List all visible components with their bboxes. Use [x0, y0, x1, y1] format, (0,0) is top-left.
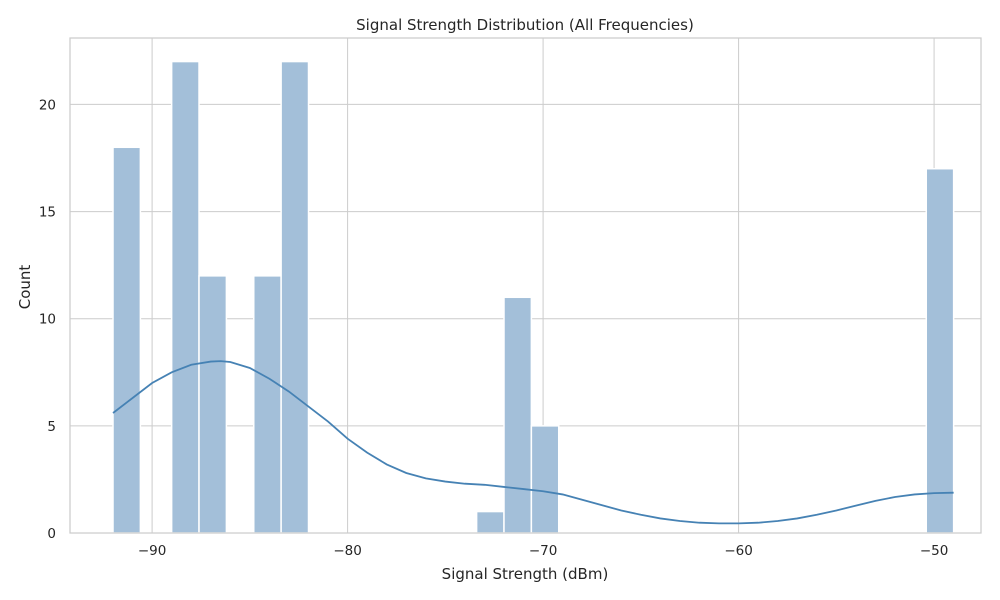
histogram-bar — [253, 275, 282, 534]
x-tick-label: −70 — [529, 543, 558, 559]
x-tick-label: −90 — [138, 543, 167, 559]
histogram-bar — [280, 60, 310, 534]
histogram-bar — [925, 167, 955, 534]
x-tick-label: −60 — [724, 543, 753, 559]
x-axis-label: Signal Strength (dBm) — [442, 565, 609, 583]
y-axis-ticks: 0 5 10 15 20 — [39, 97, 56, 542]
kde-curve-layer — [112, 360, 954, 525]
y-tick-label: 20 — [39, 97, 56, 113]
histogram-bar — [503, 296, 533, 534]
y-tick-label: 15 — [39, 205, 56, 221]
histogram-bars — [112, 60, 955, 534]
y-axis-label: Count — [16, 265, 34, 310]
y-tick-label: 5 — [47, 419, 56, 435]
histogram-bar — [198, 275, 228, 534]
y-tick-label: 10 — [39, 312, 56, 328]
histogram-bar — [112, 146, 142, 534]
y-tick-label: 0 — [47, 526, 56, 542]
histogram-bar — [530, 425, 560, 534]
x-axis-ticks: −90 −80 −70 −60 −50 — [138, 543, 948, 559]
histogram-bar — [170, 60, 200, 534]
plot-frame — [69, 37, 982, 534]
x-tick-label: −50 — [920, 543, 949, 559]
x-tick-label: −80 — [333, 543, 362, 559]
kde-curve — [112, 360, 954, 525]
chart-title: Signal Strength Distribution (All Freque… — [356, 16, 694, 34]
histogram-bar — [475, 510, 505, 534]
